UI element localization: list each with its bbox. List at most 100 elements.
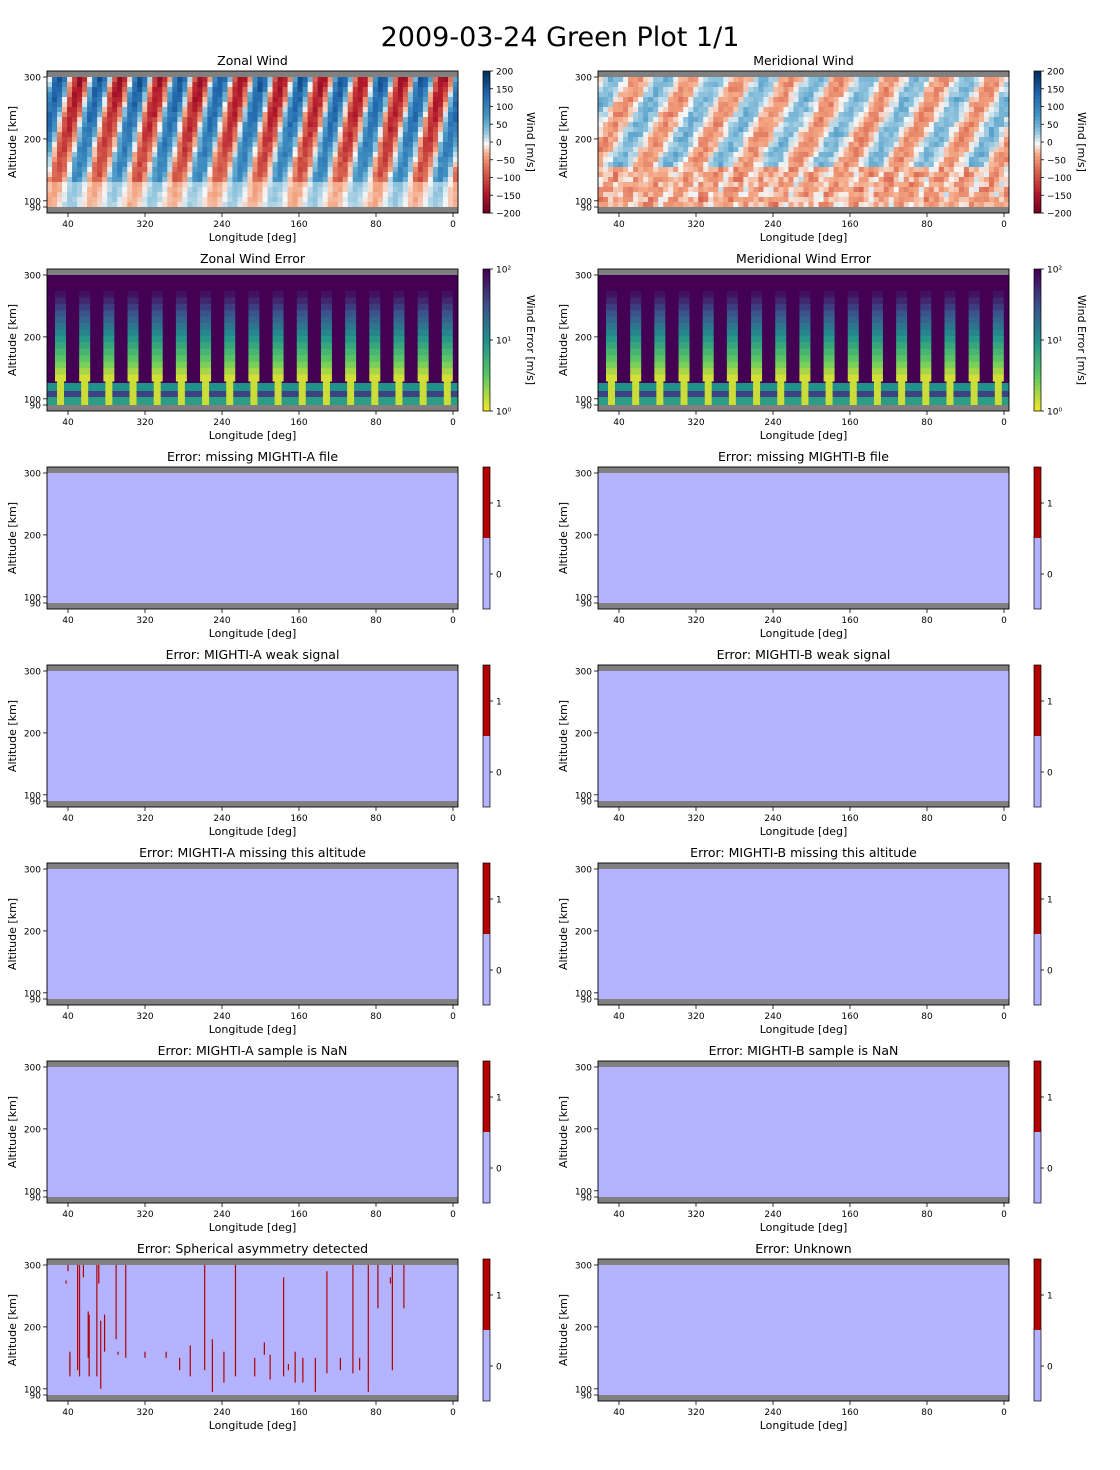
heatmap-cell — [342, 172, 349, 178]
heatmap-cell — [292, 172, 299, 178]
heatmap-cell — [718, 202, 724, 208]
heatmap-cell — [217, 182, 223, 188]
heatmap-cell — [653, 152, 659, 158]
heatmap-cell — [658, 177, 664, 183]
heatmap-cell — [883, 112, 890, 118]
heatmap-cell — [653, 122, 659, 128]
heatmap-stripe — [606, 316, 617, 324]
heatmap-cell — [823, 102, 829, 108]
heatmap-cell — [132, 77, 138, 83]
heatmap-cell — [382, 172, 389, 178]
heatmap-cell — [783, 127, 789, 133]
heatmap-cell — [853, 132, 860, 138]
heatmap-stripe — [606, 348, 617, 356]
heatmap-stripe — [920, 291, 932, 298]
heatmap-cell — [753, 152, 759, 158]
heatmap-cell — [162, 127, 168, 133]
heatmap-cell — [793, 167, 799, 173]
heatmap-cell — [62, 187, 68, 193]
heatmap-cell — [392, 92, 399, 98]
heatmap-cell — [277, 152, 283, 158]
heatmap-cell — [122, 182, 128, 188]
heatmap-cell — [47, 147, 53, 153]
heatmap-cell — [598, 177, 604, 183]
heatmap-cell — [297, 172, 304, 178]
heatmap-cell — [362, 112, 369, 118]
heatmap-cell — [342, 127, 349, 133]
heatmap-cell — [823, 112, 829, 118]
colorbar-segment — [483, 368, 490, 373]
heatmap-cell — [813, 122, 819, 128]
heatmap-cell — [247, 157, 253, 163]
heatmap-cell — [452, 87, 459, 93]
heatmap-cell — [733, 97, 739, 103]
heatmap-cell — [893, 187, 900, 193]
heatmap-cell — [227, 142, 233, 148]
heatmap-cell — [648, 172, 654, 178]
heatmap-cell — [212, 97, 218, 103]
heatmap-cell — [683, 97, 689, 103]
heatmap-cell — [57, 177, 63, 183]
heatmap-cell — [623, 122, 629, 128]
heatmap-cell — [102, 157, 108, 163]
heatmap-cell — [643, 132, 649, 138]
heatmap-cell — [92, 107, 98, 113]
heatmap-cell — [422, 172, 429, 178]
heatmap-cell — [117, 202, 123, 208]
heatmap-stripe — [751, 342, 763, 350]
heatmap-cell — [202, 162, 208, 168]
heatmap-cell — [152, 107, 158, 113]
heatmap-cell — [738, 112, 744, 118]
colorbar-segment — [1034, 85, 1041, 90]
heatmap-stripe — [151, 361, 163, 369]
heatmap-cell — [788, 172, 794, 178]
heatmap-cell — [422, 187, 429, 193]
heatmap-cell — [728, 117, 734, 123]
heatmap-cell — [367, 172, 374, 178]
heatmap-stripe — [441, 310, 453, 318]
heatmap-cell — [668, 87, 674, 93]
heatmap-cell — [708, 177, 714, 183]
heatmap-cell — [77, 107, 83, 113]
heatmap-cell — [763, 197, 769, 203]
heatmap-cell — [678, 117, 684, 123]
heatmap-stripe — [393, 329, 405, 337]
heatmap-cell — [422, 97, 429, 103]
heatmap-cell — [137, 192, 143, 198]
heatmap-cell — [177, 127, 183, 133]
heatmap-cell — [873, 132, 880, 138]
subplot-title: Zonal Wind Error — [200, 251, 306, 266]
heatmap-cell — [327, 202, 334, 208]
heatmap-cell — [783, 122, 789, 128]
heatmap-cell — [878, 147, 885, 153]
colorbar-segment — [483, 184, 490, 189]
heatmap-cell — [878, 102, 885, 108]
heatmap-cell — [968, 82, 975, 88]
heatmap-cell — [422, 152, 429, 158]
heatmap-cell — [217, 167, 223, 173]
heatmap-cell — [843, 92, 850, 98]
heatmap-cell — [628, 127, 634, 133]
heatmap-cell — [82, 137, 88, 143]
heatmap-cell — [132, 92, 138, 98]
heatmap-cell — [237, 77, 243, 83]
heatmap-cell — [818, 132, 824, 138]
heatmap-cell — [913, 197, 920, 203]
heatmap-cell — [397, 97, 404, 103]
heatmap-cell — [938, 177, 945, 183]
heatmap-cell — [82, 77, 88, 83]
heatmap-cell — [362, 192, 369, 198]
heatmap-stripe — [127, 374, 139, 382]
heatmap-cell — [407, 132, 414, 138]
heatmap-cell — [322, 102, 329, 108]
heatmap-cell — [983, 182, 990, 188]
heatmap-cell — [447, 142, 454, 148]
heatmap-cell — [773, 77, 779, 83]
heatmap-cell — [242, 197, 248, 203]
heatmap-cell — [232, 142, 238, 148]
heatmap-cell — [427, 142, 434, 148]
heatmap-cell — [427, 137, 434, 143]
heatmap-cell — [382, 167, 389, 173]
heatmap-cell — [442, 137, 449, 143]
heatmap-cell — [743, 117, 749, 123]
